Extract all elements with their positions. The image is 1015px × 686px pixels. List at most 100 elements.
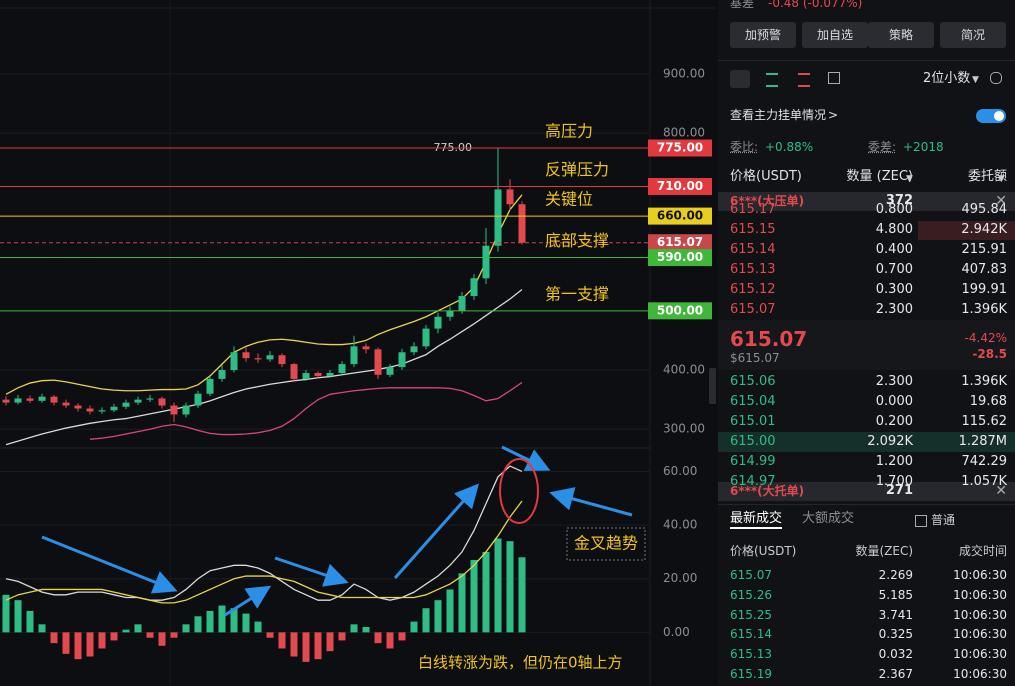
mid-price-bg bbox=[718, 320, 1015, 370]
big-bid-row bbox=[718, 482, 1015, 501]
price: 615.13 bbox=[730, 647, 772, 662]
macd-bar bbox=[218, 605, 226, 633]
price: 615.14 bbox=[730, 242, 776, 257]
view-icon[interactable] bbox=[766, 73, 778, 87]
cell: 0.400 bbox=[875, 242, 913, 257]
candle-body bbox=[182, 405, 190, 415]
decimals[interactable]: 2位小数 bbox=[923, 71, 971, 86]
candle-body bbox=[206, 378, 214, 394]
column-header: 委托额 bbox=[967, 169, 1007, 184]
arrows bbox=[41, 445, 633, 617]
ma-line bbox=[5, 194, 523, 395]
price: 615.26 bbox=[730, 587, 772, 602]
checkbox[interactable] bbox=[915, 515, 927, 527]
cell: 742.29 bbox=[961, 454, 1008, 469]
ratio-label: 委比: bbox=[730, 140, 759, 154]
candle-body bbox=[62, 402, 70, 406]
candle-body bbox=[146, 398, 154, 400]
level-name: 关键位 bbox=[545, 190, 593, 209]
macd-bar bbox=[314, 632, 322, 660]
y-tick-label: 400.00 bbox=[663, 363, 705, 377]
view-icon[interactable] bbox=[828, 72, 840, 84]
column-header: 数量 (ZEC) bbox=[846, 169, 913, 184]
sort-caret: ▼ bbox=[906, 174, 913, 184]
candle-body bbox=[362, 346, 370, 350]
macd-bar bbox=[2, 594, 10, 633]
annotations: 金叉趋势 白线转涨为跌，但仍在0轴上方 bbox=[41, 445, 646, 672]
collapse-handle[interactable] bbox=[709, 368, 716, 404]
price-tag-label: 660.00 bbox=[657, 209, 703, 223]
price-tag-label: 500.00 bbox=[657, 303, 703, 317]
main-orders[interactable]: 查看主力挂单情况 bbox=[730, 108, 827, 122]
candle-body bbox=[314, 372, 322, 376]
candle-body bbox=[458, 296, 466, 311]
candle-body bbox=[218, 370, 226, 379]
cell: 0.300 bbox=[875, 282, 913, 297]
price: 615.00 bbox=[730, 434, 776, 449]
depth-bar bbox=[918, 221, 1015, 240]
cell: 1.200 bbox=[875, 454, 913, 469]
candle-body bbox=[494, 189, 502, 246]
price: 615.06 bbox=[730, 374, 776, 389]
checkbox-label: 普通 bbox=[931, 513, 956, 527]
cell: 2.367 bbox=[878, 667, 913, 681]
macd-bar bbox=[398, 632, 406, 641]
macd-bar bbox=[386, 632, 394, 649]
level-name: 反弹压力 bbox=[545, 160, 609, 179]
close-icon[interactable]: ✕ bbox=[995, 193, 1007, 209]
macd-bar bbox=[122, 629, 130, 633]
close-icon[interactable]: ✕ bbox=[995, 483, 1007, 499]
macd-bar bbox=[158, 632, 166, 646]
price-tag bbox=[648, 177, 712, 195]
candle-body bbox=[470, 278, 478, 297]
cell: 10:06:30 bbox=[953, 667, 1007, 681]
view-icon[interactable] bbox=[730, 70, 750, 88]
ma-line bbox=[5, 289, 523, 446]
macd-bar bbox=[470, 559, 478, 633]
macd-bar bbox=[458, 573, 466, 633]
macd-bar bbox=[110, 632, 118, 641]
price-tag-label: 615.07 bbox=[657, 235, 703, 249]
ratio: +0.88% bbox=[765, 140, 814, 154]
price: 615.19 bbox=[730, 667, 772, 681]
macd-bar bbox=[98, 632, 106, 649]
macd-bar bbox=[518, 557, 526, 633]
view-icon[interactable] bbox=[798, 73, 810, 87]
macd-line bbox=[5, 465, 523, 601]
candle-body bbox=[506, 189, 514, 205]
candle-body bbox=[266, 355, 274, 360]
candle-body bbox=[326, 372, 334, 376]
button[interactable]: 策略 bbox=[868, 22, 934, 48]
dropdown-caret: ▼ bbox=[972, 75, 979, 85]
divider bbox=[718, 504, 1015, 505]
tab[interactable]: 最新成交 bbox=[730, 511, 783, 529]
price: 615.01 bbox=[730, 414, 776, 429]
column-header: 数量(ZEC) bbox=[855, 544, 913, 558]
candle-body bbox=[446, 310, 454, 317]
button[interactable]: 加预警 bbox=[730, 22, 796, 48]
price: 615.07 bbox=[730, 302, 776, 317]
divider bbox=[718, 60, 1015, 61]
macd-bar bbox=[326, 632, 334, 652]
sort-caret: ▼ bbox=[998, 174, 1005, 184]
macd-bar bbox=[254, 621, 262, 633]
toggle[interactable] bbox=[976, 109, 1006, 123]
button[interactable]: 加自选 bbox=[802, 22, 868, 48]
candle-body bbox=[242, 352, 250, 359]
y-tick-label: 300.00 bbox=[663, 422, 705, 436]
tab[interactable]: 大额成交 bbox=[802, 511, 855, 526]
candle-body bbox=[74, 405, 82, 409]
macd-bar bbox=[434, 600, 442, 633]
macd-bar bbox=[482, 551, 490, 633]
macd-bar bbox=[74, 632, 82, 660]
column-header: 价格(USDT) bbox=[730, 544, 797, 558]
macd-bar bbox=[410, 621, 418, 633]
cell: 10:06:30 bbox=[953, 607, 1007, 622]
price: 615.12 bbox=[730, 282, 776, 297]
button[interactable]: 简况 bbox=[940, 22, 1006, 48]
settings-icon[interactable] bbox=[990, 72, 1002, 84]
cell: 0.200 bbox=[875, 414, 913, 429]
macd-bar bbox=[422, 608, 430, 633]
ma-line bbox=[89, 381, 523, 440]
candle-body bbox=[194, 393, 202, 406]
